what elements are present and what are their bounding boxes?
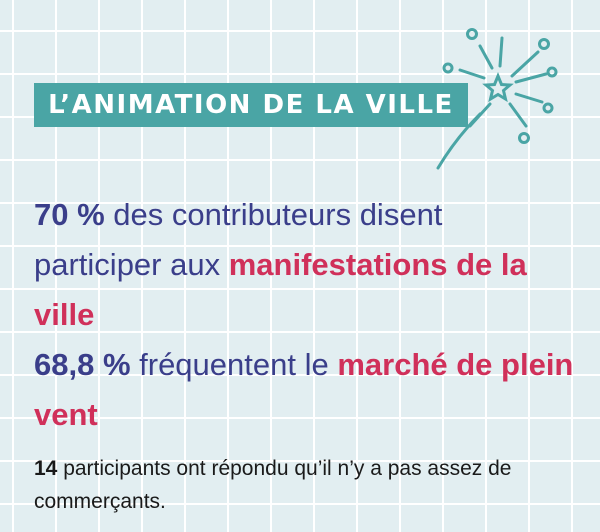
stat-text: fréquentent le [130, 347, 338, 382]
stat-highlight: manifestations de la ville [34, 247, 527, 332]
stat-value: 68,8 % [34, 347, 131, 382]
firework-icon [436, 28, 558, 170]
section-title-banner: L’ANIMATION DE LA VILLE [34, 83, 468, 127]
stat-highlight: marché de plein vent [34, 347, 574, 432]
section-title: L’ANIMATION DE LA VILLE [48, 90, 454, 120]
note-value: 14 [34, 457, 58, 480]
stat-value: 70 % [34, 197, 105, 232]
stat-marche: 68,8 % fréquentent le marché de plein ve… [34, 340, 574, 440]
participants-note: 14 participants ont répondu qu’il n’y a … [34, 452, 574, 518]
stat-manifestations: 70 % des contributeurs disent participer… [34, 190, 574, 340]
note-text: participants ont répondu qu’il n’y a pas… [34, 457, 512, 513]
stat-text: des contributeurs disent participer aux [34, 197, 443, 282]
key-figures: 70 % des contributeurs disent participer… [34, 190, 574, 440]
